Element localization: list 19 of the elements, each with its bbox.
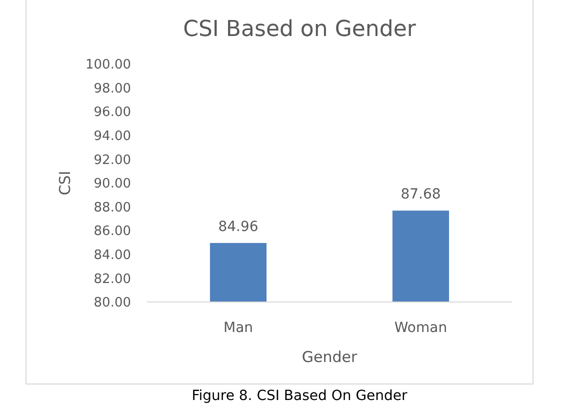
x-axis-title: Gender bbox=[302, 348, 358, 366]
y-tick-label: 96.00 bbox=[94, 105, 131, 120]
y-tick-label: 92.00 bbox=[94, 152, 131, 168]
y-tick-label: 100.00 bbox=[86, 58, 131, 73]
data-label: 84.96 bbox=[218, 218, 258, 235]
x-tick-label: Woman bbox=[394, 320, 448, 336]
caption: Figure 8. CSI Based On Gender bbox=[192, 388, 408, 404]
y-tick-label: 82.00 bbox=[94, 272, 131, 287]
data-label: 87.68 bbox=[400, 186, 441, 203]
y-axis-title: CSI bbox=[56, 170, 74, 196]
chart-title: CSI Based on Gender bbox=[183, 17, 417, 42]
y-tick-label: 90.00 bbox=[94, 176, 131, 192]
y-tick-label: 98.00 bbox=[94, 81, 131, 96]
y-tick-label: 86.00 bbox=[94, 224, 131, 240]
y-tick-label: 84.00 bbox=[94, 248, 131, 263]
y-tick-label: 94.00 bbox=[94, 128, 131, 144]
y-tick-label: 88.00 bbox=[94, 200, 131, 216]
y-tick-label: 80.00 bbox=[94, 296, 131, 311]
x-tick-label: Man bbox=[223, 320, 254, 336]
